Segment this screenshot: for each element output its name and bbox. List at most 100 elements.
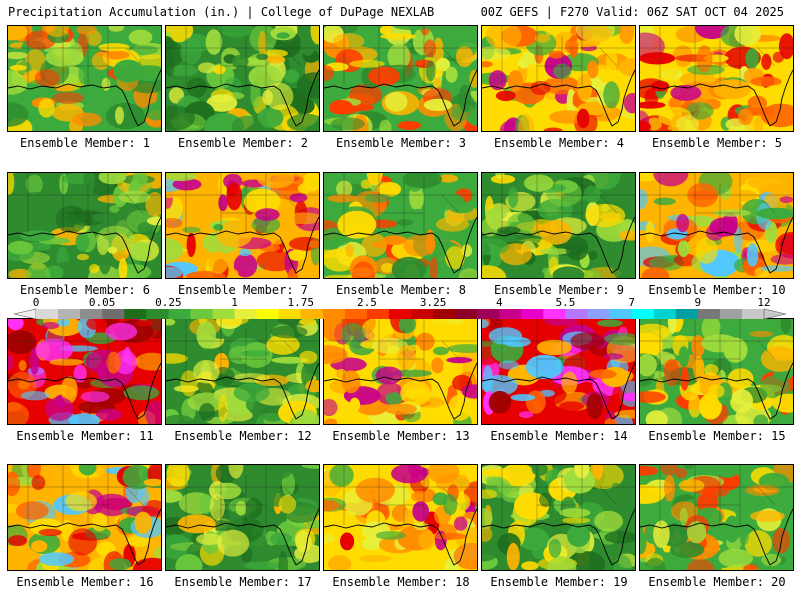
- precip-field: [8, 26, 161, 131]
- ensemble-member-label: Ensemble Member: 3: [335, 136, 467, 150]
- colorbar-segment: [631, 309, 655, 319]
- ensemble-member-label: Ensemble Member: 18: [332, 575, 470, 589]
- ensemble-member-map: [323, 464, 478, 571]
- ensemble-member-label: Ensemble Member: 14: [490, 429, 628, 443]
- precip-field: [8, 465, 161, 570]
- colorbar-segment: [146, 309, 169, 319]
- ensemble-member-label: Ensemble Member: 5: [651, 136, 783, 150]
- ensemble-member-map: [165, 172, 320, 279]
- coastline: [482, 362, 635, 420]
- precip-field: [324, 319, 477, 424]
- colorbar-segment: [124, 309, 147, 319]
- colorbar-tick-label: 1: [231, 296, 238, 309]
- ensemble-member-label: Ensemble Member: 2: [177, 136, 309, 150]
- coastline: [482, 216, 635, 274]
- ensemble-member-map: [165, 25, 320, 132]
- colorbar-segment: [366, 309, 390, 319]
- coastline: [324, 362, 477, 420]
- colorbar-segment: [433, 309, 456, 319]
- ensemble-member-map: [639, 172, 794, 279]
- colorbar-segment: [300, 309, 324, 319]
- colorbar-gradient: [13, 308, 787, 320]
- ensemble-member-label: Ensemble Member: 10: [648, 283, 786, 297]
- ensemble-member-map: [7, 172, 162, 279]
- colorbar-tick-label: 0.05: [88, 296, 116, 309]
- ensemble-member-map: [481, 318, 636, 425]
- colorbar-tick-label: 7: [628, 296, 635, 309]
- colorbar-tick-label: 2.5: [356, 296, 377, 309]
- ensemble-member-map: [7, 318, 162, 425]
- colorbar-segment: [697, 309, 721, 319]
- colorbar-segment: [477, 309, 500, 319]
- coastline: [8, 216, 161, 274]
- coastline: [166, 362, 319, 420]
- colorbar-segment: [256, 309, 280, 319]
- ensemble-member-map: [481, 172, 636, 279]
- precip-field: [166, 173, 319, 278]
- colorbar-segment: [455, 309, 478, 319]
- colorbar-segment: [653, 309, 677, 319]
- coastline: [324, 216, 477, 274]
- colorbar-max-arrow: [763, 308, 787, 320]
- precip-field: [482, 26, 635, 131]
- colorbar-segment: [234, 309, 258, 319]
- colorbar-segment: [190, 309, 213, 319]
- precip-field: [640, 465, 793, 570]
- precip-field: [324, 26, 477, 131]
- chart-title: Precipitation Accumulation (in.) | Colle…: [8, 5, 435, 19]
- colorbar-segment: [609, 309, 633, 319]
- colorbar-segment: [36, 309, 59, 319]
- colorbar-tick-label: 4: [495, 296, 503, 309]
- colorbar-segment: [344, 309, 368, 319]
- colorbar-segment: [521, 309, 544, 319]
- precip-field: [640, 319, 793, 424]
- precip-field: [640, 26, 793, 131]
- colorbar-segment: [499, 309, 522, 319]
- precip-field: [166, 26, 319, 131]
- coastline: [166, 69, 319, 127]
- model-run-info: 00Z GEFS | F270 Valid: 06Z SAT OCT 04 20…: [480, 5, 784, 19]
- precip-field: [324, 465, 477, 570]
- ensemble-member-map: [165, 318, 320, 425]
- colorbar-segment: [80, 309, 103, 319]
- coastline: [8, 362, 161, 420]
- colorbar-segment: [719, 309, 743, 319]
- ensemble-member-map: [481, 464, 636, 571]
- coastline: [8, 508, 161, 566]
- colorbar-segment: [543, 309, 566, 319]
- colorbar-tick-label: 1.75: [287, 296, 314, 309]
- colorbar-segment: [58, 309, 81, 319]
- ensemble-member-label: Ensemble Member: 1: [19, 136, 151, 150]
- coastline: [8, 69, 161, 127]
- precip-field: [482, 173, 635, 278]
- colorbar-tick-label: 5.5: [555, 296, 576, 309]
- ensemble-member-label: Ensemble Member: 17: [174, 575, 312, 589]
- coastline: [324, 508, 477, 566]
- ensemble-member-map: [639, 25, 794, 132]
- coastline: [482, 508, 635, 566]
- ensemble-member-map: [165, 464, 320, 571]
- ensemble-member-map: [639, 464, 794, 571]
- precip-field: [166, 319, 319, 424]
- colorbar-segment: [565, 309, 589, 319]
- colorbar-segment: [212, 309, 236, 319]
- coastline: [166, 216, 319, 274]
- ensemble-member-label: Ensemble Member: 19: [490, 575, 628, 589]
- ensemble-member-map: [323, 318, 478, 425]
- colorbar-tick-label: 0: [32, 296, 40, 309]
- ensemble-member-label: Ensemble Member: 8: [335, 283, 467, 297]
- colorbar-segment: [675, 309, 699, 319]
- ensemble-member-map: [323, 172, 478, 279]
- precip-field: [166, 465, 319, 570]
- ensemble-member-label: Ensemble Member: 6: [19, 283, 151, 297]
- ensemble-member-label: Ensemble Member: 16: [16, 575, 154, 589]
- precip-field: [482, 465, 635, 570]
- colorbar-segment: [102, 309, 125, 319]
- ensemble-member-label: Ensemble Member: 4: [493, 136, 625, 150]
- precip-field: [324, 173, 477, 278]
- colorbar-segment: [322, 309, 346, 319]
- colorbar-segment: [741, 309, 765, 319]
- precip-field: [8, 319, 161, 424]
- ensemble-member-map: [7, 25, 162, 132]
- colorbar-segment: [278, 309, 302, 319]
